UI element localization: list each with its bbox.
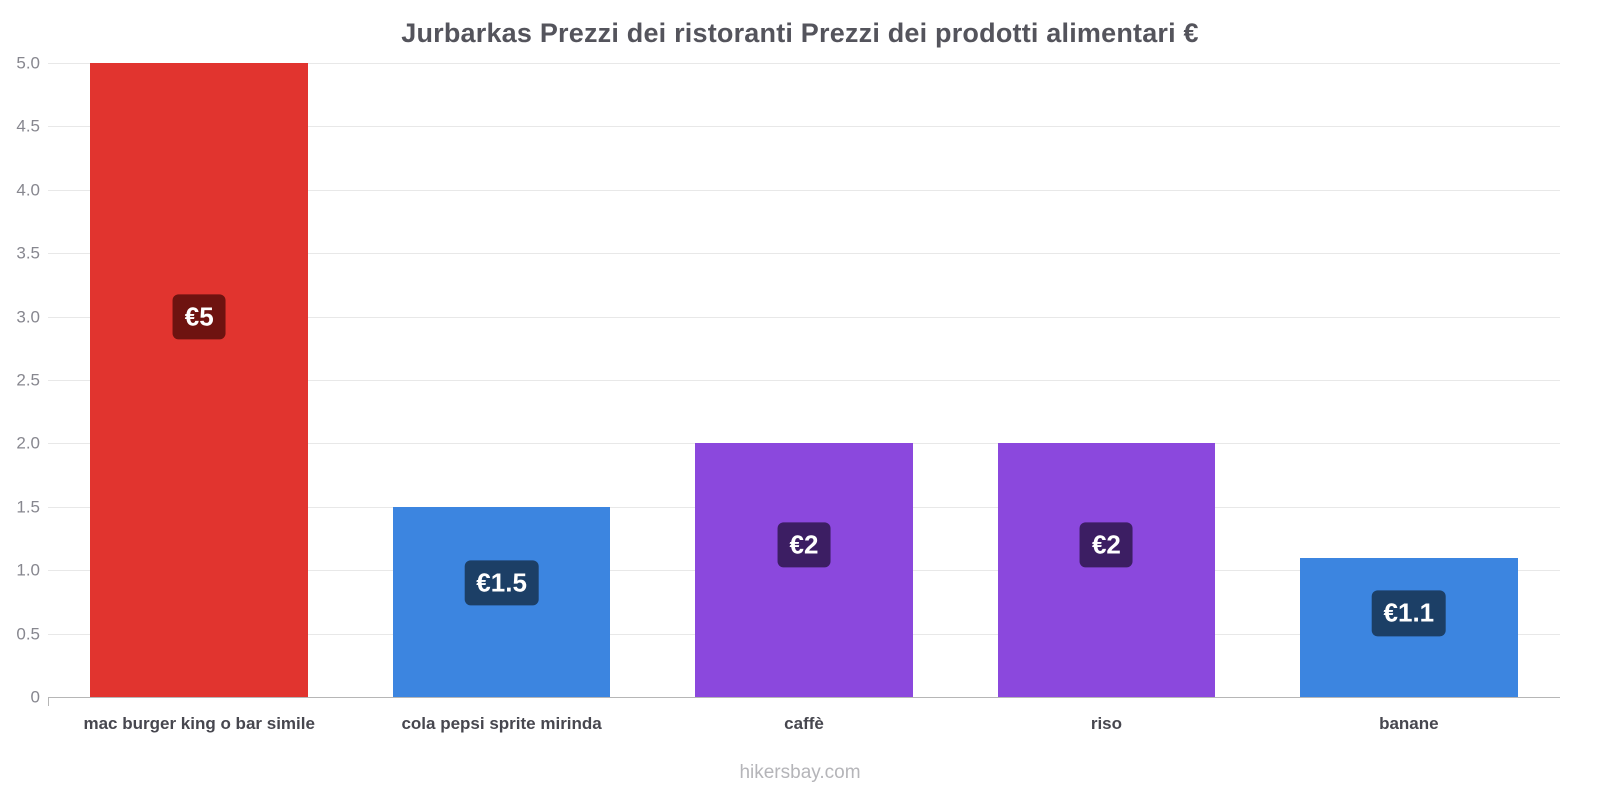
bar-slot: €1.1 bbox=[1258, 63, 1560, 697]
bar-2[interactable]: €1.5 bbox=[392, 506, 611, 697]
bar-1[interactable]: €5 bbox=[90, 63, 309, 697]
gridline bbox=[48, 63, 1560, 64]
bar-3[interactable]: €2 bbox=[695, 443, 913, 697]
y-axis-label: 4.0 bbox=[16, 180, 40, 200]
bar-value-badge: €2 bbox=[1079, 522, 1133, 568]
y-axis-label: 2.0 bbox=[16, 433, 40, 453]
gridline bbox=[48, 253, 1560, 255]
bar-value-badge: €5 bbox=[172, 294, 226, 340]
x-axis-label: riso bbox=[1090, 714, 1123, 733]
y-axis-label: 0 bbox=[30, 687, 40, 707]
bar-slot: €1.5 bbox=[350, 63, 652, 697]
bar-value-badge: €2 bbox=[777, 522, 831, 568]
y-axis-label: 1.0 bbox=[16, 560, 40, 580]
bar-5[interactable]: €1.1 bbox=[1299, 557, 1518, 697]
y-axis-labels: 0 0.5 1.0 1.5 2.0 2.5 3.0 3.5 4.0 4.5 5.0 bbox=[0, 55, 40, 706]
source-watermark: hikersbay.com bbox=[739, 762, 861, 783]
bar-value-badge: €1.1 bbox=[1371, 590, 1447, 636]
y-axis-tick bbox=[48, 697, 49, 706]
bars-row: €5 €1.5 €2 €2 €1.1 bbox=[48, 63, 1560, 697]
bar-value-badge: €1.5 bbox=[464, 560, 539, 606]
x-axis-labels: mac burger king o bar simile cola pepsi s… bbox=[48, 714, 1560, 734]
y-axis-label: 0.5 bbox=[16, 624, 40, 644]
gridline bbox=[48, 126, 1560, 128]
y-axis-label: 5.0 bbox=[16, 53, 40, 73]
x-axis-label: banane bbox=[1379, 714, 1439, 733]
gridline bbox=[48, 189, 1560, 191]
y-axis-label: 1.5 bbox=[16, 497, 40, 517]
y-axis-label: 3.0 bbox=[16, 307, 40, 327]
bar-slot: €2 bbox=[955, 63, 1257, 697]
bar-slot: €2 bbox=[653, 63, 955, 697]
plot-area: €5 €1.5 €2 €2 €1.1 bbox=[48, 63, 1560, 698]
y-axis-label: 3.5 bbox=[16, 243, 40, 263]
gridline bbox=[48, 316, 1560, 318]
bar-slot: €5 bbox=[48, 63, 350, 697]
x-axis-label: mac burger king o bar simile bbox=[83, 714, 315, 733]
y-axis-label: 2.5 bbox=[16, 370, 40, 390]
x-axis-line bbox=[48, 697, 1560, 698]
y-axis-label: 4.5 bbox=[16, 116, 40, 136]
gridline bbox=[48, 380, 1560, 381]
x-axis-label: caffè bbox=[784, 714, 824, 733]
x-axis-label: cola pepsi sprite mirinda bbox=[401, 714, 602, 733]
chart-title: Jurbarkas Prezzi dei ristoranti Prezzi d… bbox=[401, 18, 1199, 48]
bar-4[interactable]: €2 bbox=[997, 443, 1216, 697]
